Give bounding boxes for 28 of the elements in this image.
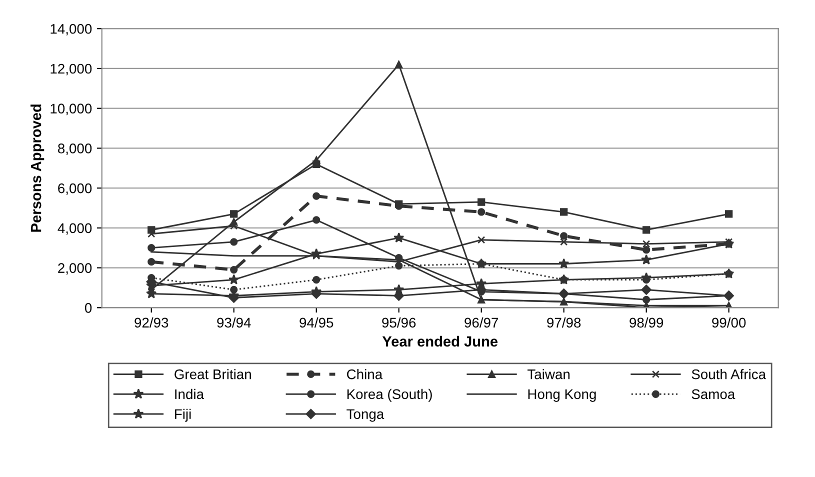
legend-label: Hong Kong — [528, 389, 596, 402]
legend-label: India — [175, 388, 204, 400]
x-tick-label: 93/94 — [217, 317, 251, 328]
y-tick-label: 14,000 — [50, 24, 92, 36]
legend-label: Fiji — [175, 408, 191, 422]
y-tick-label: 10,000 — [50, 104, 92, 116]
legend-label: Samoa — [692, 389, 736, 400]
x-tick-label: 95/96 — [382, 317, 416, 328]
x-tick-label: 96/97 — [464, 317, 498, 328]
x-tick-label: 99/00 — [712, 317, 746, 328]
x-tick-label: 97/98 — [547, 317, 581, 328]
y-tick-label: 0 — [84, 303, 92, 313]
y-axis-title: Persons Approved — [30, 104, 44, 232]
x-tick-label: 92/93 — [134, 317, 168, 328]
legend-label: Tonga — [346, 409, 384, 422]
y-tick-label: 12,000 — [50, 64, 92, 76]
x-tick-label: 94/95 — [300, 317, 334, 328]
legend-label: Korea (South) — [347, 388, 432, 402]
legend-label: South Africa — [692, 369, 766, 380]
legend-label: Great Britian — [174, 369, 251, 380]
y-tick-label: 8,000 — [58, 144, 92, 156]
legend-label: Taiwan — [528, 369, 570, 380]
legend-label: China — [347, 369, 383, 380]
y-tick-label: 6,000 — [58, 183, 92, 195]
y-tick-label: 4,000 — [58, 223, 92, 235]
x-tick-label: 98/99 — [630, 317, 664, 328]
y-tick-label: 2,000 — [58, 263, 92, 275]
x-axis-title: Year ended June — [382, 336, 498, 347]
